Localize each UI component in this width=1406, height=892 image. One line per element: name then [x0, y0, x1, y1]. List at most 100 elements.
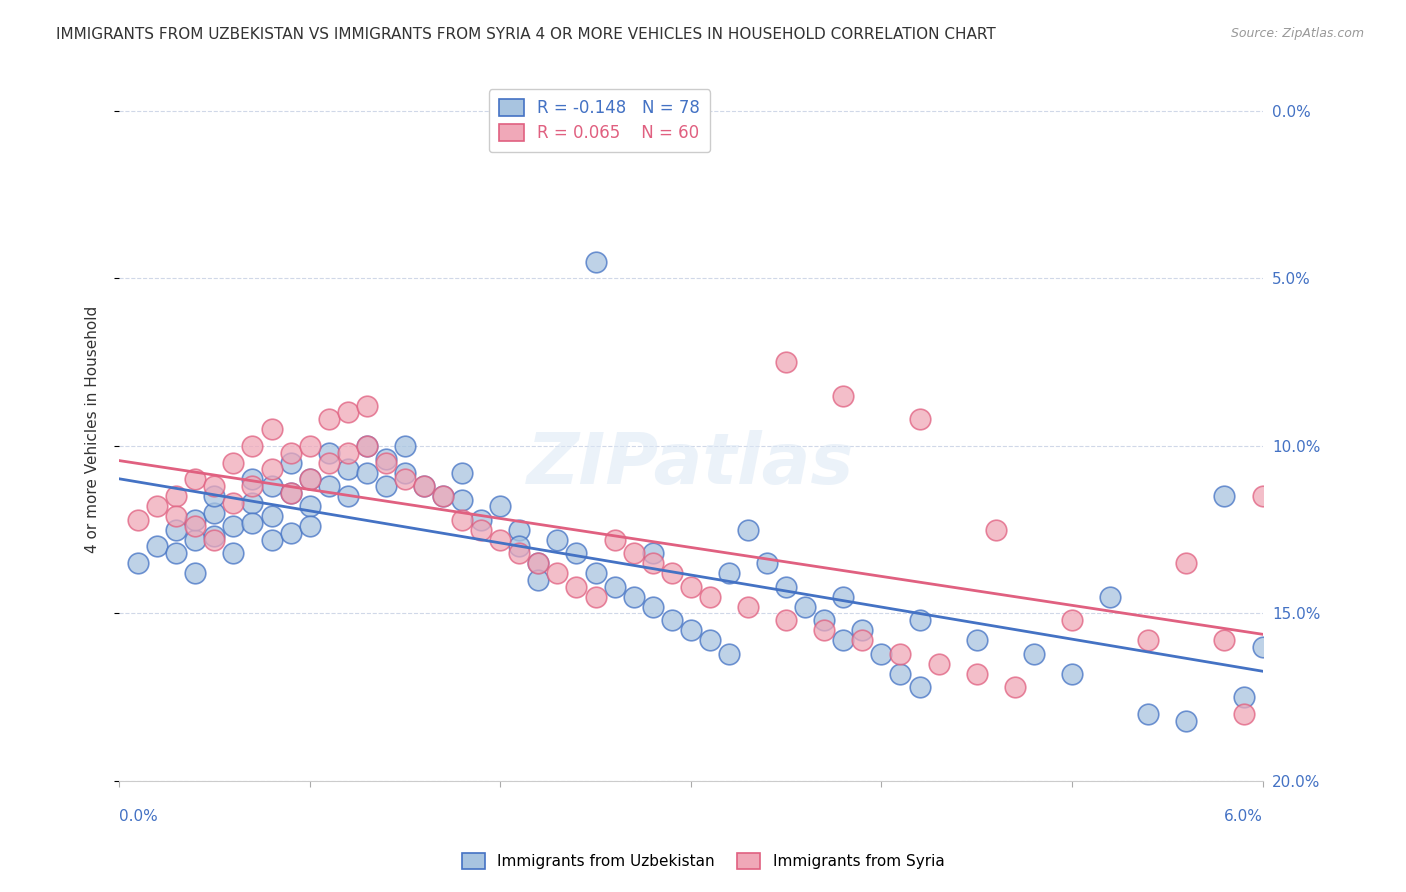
Point: [127, 556, 149, 570]
Point: [489, 533, 512, 547]
Point: [775, 613, 797, 627]
Point: [508, 546, 530, 560]
Point: [202, 489, 225, 503]
Point: [1251, 489, 1274, 503]
Point: [184, 519, 207, 533]
Point: [699, 590, 721, 604]
Point: [374, 479, 396, 493]
Point: [184, 533, 207, 547]
Point: [298, 519, 321, 533]
Point: [508, 523, 530, 537]
Point: [966, 666, 988, 681]
Point: [1232, 690, 1254, 705]
Point: [280, 486, 302, 500]
Point: [908, 680, 931, 694]
Point: [603, 533, 626, 547]
Point: [298, 473, 321, 487]
Point: [508, 540, 530, 554]
Point: [775, 355, 797, 369]
Point: [413, 479, 436, 493]
Legend: R = -0.148   N = 78, R = 0.065    N = 60: R = -0.148 N = 78, R = 0.065 N = 60: [489, 89, 710, 153]
Point: [679, 580, 702, 594]
Point: [336, 462, 359, 476]
Point: [889, 647, 911, 661]
Point: [298, 473, 321, 487]
Point: [1137, 706, 1160, 721]
Point: [336, 489, 359, 503]
Point: [202, 479, 225, 493]
Point: [242, 496, 264, 510]
Point: [1213, 633, 1236, 648]
Point: [146, 500, 169, 514]
Point: [374, 452, 396, 467]
Point: [165, 509, 187, 524]
Point: [356, 439, 378, 453]
Point: [661, 613, 683, 627]
Legend: Immigrants from Uzbekistan, Immigrants from Syria: Immigrants from Uzbekistan, Immigrants f…: [456, 847, 950, 875]
Point: [717, 566, 740, 581]
Point: [260, 422, 283, 436]
Point: [202, 533, 225, 547]
Point: [184, 473, 207, 487]
Point: [318, 456, 340, 470]
Point: [298, 500, 321, 514]
Point: [603, 580, 626, 594]
Point: [527, 556, 550, 570]
Point: [242, 439, 264, 453]
Point: [260, 533, 283, 547]
Point: [260, 479, 283, 493]
Point: [623, 590, 645, 604]
Y-axis label: 4 or more Vehicles in Household: 4 or more Vehicles in Household: [86, 306, 100, 553]
Point: [222, 496, 245, 510]
Point: [394, 466, 416, 480]
Point: [641, 546, 664, 560]
Point: [585, 566, 607, 581]
Point: [394, 439, 416, 453]
Point: [1004, 680, 1026, 694]
Point: [318, 479, 340, 493]
Point: [336, 445, 359, 459]
Point: [165, 523, 187, 537]
Point: [870, 647, 893, 661]
Point: [661, 566, 683, 581]
Point: [451, 466, 474, 480]
Point: [222, 519, 245, 533]
Text: ZIPatlas: ZIPatlas: [527, 430, 855, 499]
Point: [832, 590, 855, 604]
Point: [165, 546, 187, 560]
Point: [1175, 556, 1198, 570]
Text: 6.0%: 6.0%: [1223, 809, 1263, 824]
Point: [260, 462, 283, 476]
Point: [146, 540, 169, 554]
Point: [908, 613, 931, 627]
Point: [851, 624, 873, 638]
Point: [184, 566, 207, 581]
Point: [242, 479, 264, 493]
Point: [1232, 706, 1254, 721]
Point: [546, 566, 568, 581]
Point: [737, 599, 759, 614]
Point: [222, 456, 245, 470]
Text: Source: ZipAtlas.com: Source: ZipAtlas.com: [1230, 27, 1364, 40]
Point: [222, 546, 245, 560]
Point: [832, 633, 855, 648]
Point: [775, 580, 797, 594]
Point: [489, 500, 512, 514]
Point: [623, 546, 645, 560]
Point: [374, 456, 396, 470]
Point: [1213, 489, 1236, 503]
Point: [756, 556, 779, 570]
Point: [546, 533, 568, 547]
Point: [470, 513, 492, 527]
Point: [356, 466, 378, 480]
Point: [679, 624, 702, 638]
Point: [280, 526, 302, 541]
Point: [908, 412, 931, 426]
Point: [984, 523, 1007, 537]
Point: [565, 546, 588, 560]
Point: [165, 489, 187, 503]
Point: [394, 473, 416, 487]
Point: [356, 439, 378, 453]
Point: [585, 590, 607, 604]
Point: [280, 456, 302, 470]
